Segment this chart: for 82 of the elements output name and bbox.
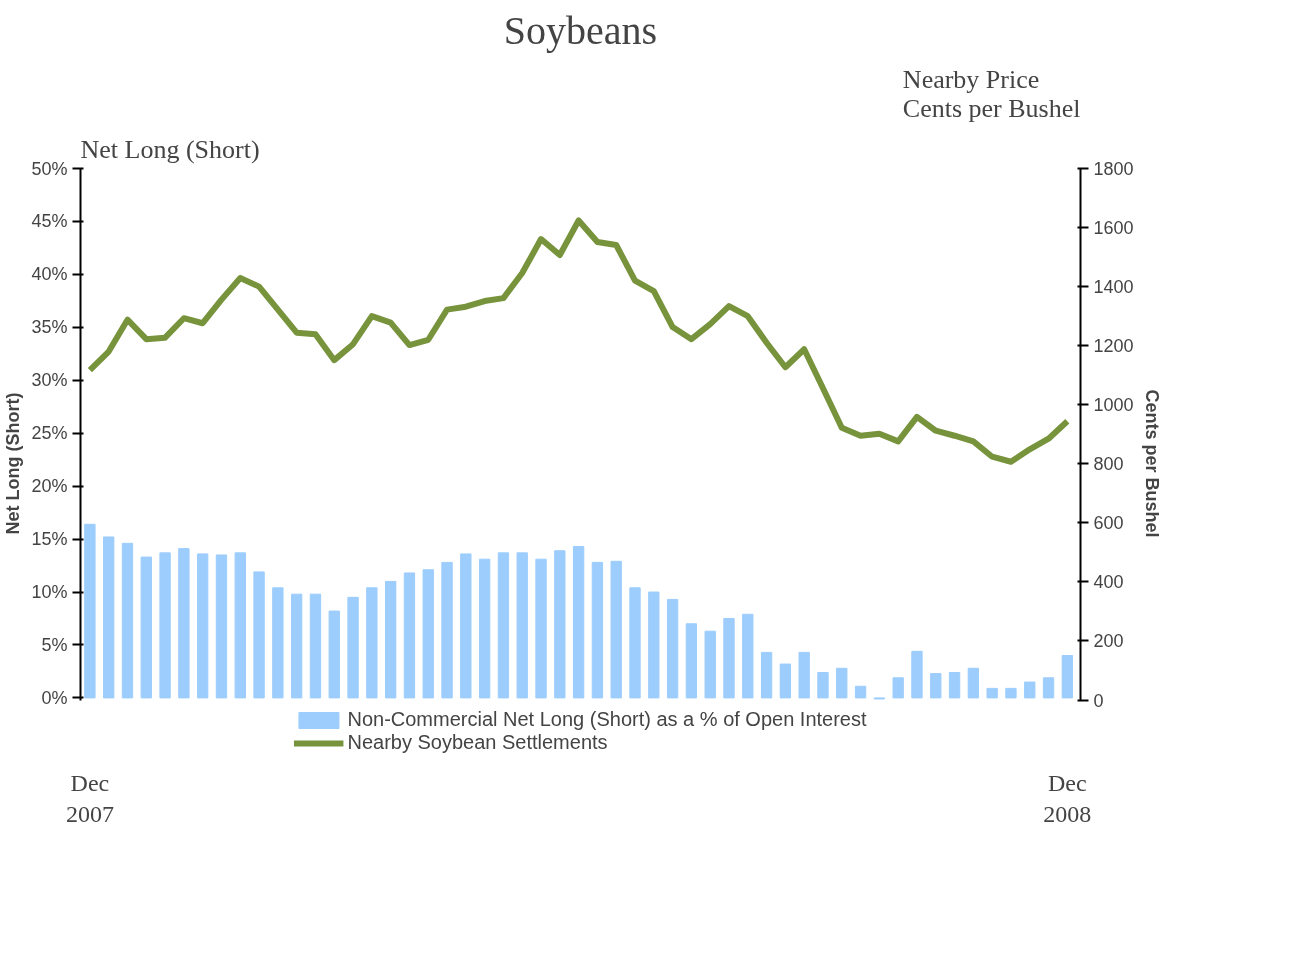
y-tick-label: 25% — [31, 423, 68, 444]
bar — [911, 650, 923, 699]
bar — [197, 553, 209, 699]
bar — [234, 552, 246, 699]
y-axis-title: Net Long (Short) — [3, 392, 24, 535]
bar — [610, 560, 622, 699]
bar — [572, 546, 585, 699]
bar — [554, 550, 566, 699]
bar — [291, 593, 303, 699]
y-tick-label: 0% — [41, 687, 68, 708]
bar — [441, 561, 453, 699]
x-tick-label: Dec 2008 — [1043, 769, 1092, 827]
bar — [253, 571, 265, 699]
bar — [422, 569, 434, 699]
bar — [497, 552, 510, 699]
y-tick-label: 30% — [31, 370, 68, 391]
y2-tick-label: 0 — [1093, 690, 1104, 711]
bar — [159, 552, 171, 699]
y2-tick-label: 1600 — [1093, 218, 1134, 239]
bar — [215, 554, 228, 699]
y2-tick-label: 1800 — [1093, 159, 1134, 179]
bar — [1005, 687, 1017, 699]
y-tick-label: 20% — [31, 476, 68, 497]
bar — [854, 685, 867, 699]
bar — [178, 548, 190, 699]
bar — [704, 630, 716, 699]
bar — [967, 667, 980, 699]
bar — [103, 536, 115, 699]
bar — [460, 553, 472, 699]
y2-tick-label: 1400 — [1093, 277, 1134, 298]
bar — [84, 523, 96, 699]
text: Nearby Price Cents per Bushel — [902, 64, 1081, 123]
y-tick-label: 5% — [41, 634, 68, 655]
bar — [1024, 681, 1036, 699]
y-tick-label: 45% — [31, 211, 68, 232]
bar — [760, 651, 773, 699]
y-tick-label: 40% — [31, 264, 68, 285]
y2-tick-label: 400 — [1093, 572, 1124, 593]
bar — [535, 558, 547, 699]
bar — [1042, 677, 1055, 699]
bar — [648, 591, 660, 699]
bar — [403, 572, 416, 699]
bar — [779, 663, 792, 699]
y2-tick-label: 800 — [1093, 454, 1124, 475]
bar — [366, 587, 378, 699]
y2-axis-title: Cents per Bushel — [1141, 389, 1162, 538]
bar — [591, 561, 604, 699]
y2-tick-label: 200 — [1093, 631, 1124, 652]
y-tick-label: 35% — [31, 317, 68, 338]
bar — [121, 542, 134, 699]
y-tick-label: 15% — [31, 529, 68, 550]
bar — [140, 556, 152, 699]
bar — [516, 552, 528, 699]
y2-tick-label: 1000 — [1093, 395, 1134, 416]
x-tick-label: Dec 2007 — [65, 769, 114, 827]
y2-tick-label: 1200 — [1093, 336, 1134, 357]
bar — [798, 651, 810, 699]
y2-tick-label: 600 — [1093, 513, 1124, 534]
bar — [742, 613, 754, 699]
y-tick-label: 10% — [31, 582, 68, 603]
text: Net Long (Short) — [80, 134, 260, 164]
bar — [685, 623, 698, 699]
bar — [629, 587, 641, 699]
bar — [347, 596, 359, 699]
bar — [478, 558, 491, 699]
bar — [817, 672, 829, 699]
bar — [272, 587, 284, 699]
chart-title: Soybeans — [503, 7, 658, 53]
bar — [328, 610, 340, 699]
bar — [309, 593, 322, 699]
bar — [930, 673, 942, 699]
legend-label: Nearby Soybean Settlements — [347, 731, 608, 754]
bar — [666, 598, 679, 699]
bar — [836, 667, 848, 699]
bar — [723, 618, 735, 699]
bar — [948, 672, 961, 699]
bar — [986, 687, 998, 699]
y-tick-label: 50% — [31, 158, 68, 179]
legend-label: Non-Commercial Net Long (Short) as a % of Open Interest — [347, 708, 867, 731]
bar — [1061, 655, 1074, 699]
bar — [384, 580, 397, 699]
bar — [892, 677, 904, 699]
